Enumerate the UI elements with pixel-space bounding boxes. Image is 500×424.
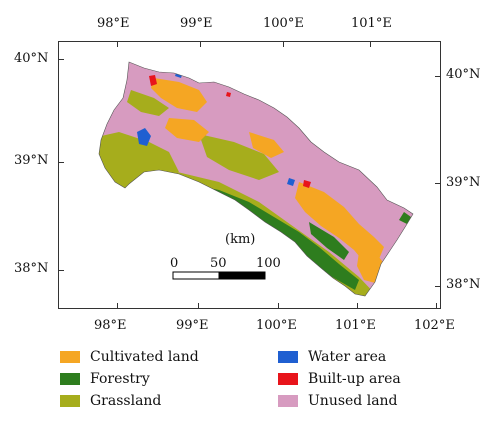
scale-unit: (km) xyxy=(225,232,255,247)
legend-label-builtup: Built-up area xyxy=(308,371,401,387)
right-lat-label-39: 39°N xyxy=(446,175,481,190)
zone-builtup-1 xyxy=(149,75,157,86)
zone-builtup-2 xyxy=(303,180,311,188)
bottom-tick-99 xyxy=(198,303,199,308)
top-lon-label-100: 100°E xyxy=(263,16,304,31)
legend-label-grassland: Grassland xyxy=(90,393,162,409)
zone-forestry-east xyxy=(309,222,349,260)
top-lon-label-99: 99°E xyxy=(180,16,213,31)
left-lat-label-40: 40°N xyxy=(14,51,49,66)
legend-swatch-cultivated xyxy=(60,351,80,363)
legend-label-forestry: Forestry xyxy=(90,371,150,387)
legend-item-forestry: Forestry xyxy=(60,370,150,388)
zone-grassland-north xyxy=(127,90,169,116)
legend-item-builtup: Built-up area xyxy=(278,370,401,388)
scale-tick-0: 0 xyxy=(170,256,178,271)
zone-cultivated-east xyxy=(295,182,384,264)
bottom-lon-label-101: 101°E xyxy=(335,318,376,333)
top-tick-99 xyxy=(200,42,201,47)
zone-builtup-3 xyxy=(226,92,231,97)
scale-segment-white xyxy=(172,271,220,280)
scale-bar: (km) 0 50 100 xyxy=(170,232,281,280)
scale-tick-100: 100 xyxy=(256,256,281,271)
bottom-tick-101 xyxy=(357,303,358,308)
right-tick-40 xyxy=(435,76,440,77)
zone-grassland-west xyxy=(99,132,179,190)
scale-segment-black xyxy=(218,271,266,280)
legend-item-cultivated: Cultivated land xyxy=(60,348,199,366)
top-lon-label-98: 98°E xyxy=(97,16,130,31)
zone-cultivated-mid xyxy=(249,132,284,158)
legend-item-water: Water area xyxy=(278,348,386,366)
right-tick-39 xyxy=(435,183,440,184)
zone-water-west xyxy=(137,128,151,146)
legend-label-unused: Unused land xyxy=(308,393,398,409)
region-outline xyxy=(98,61,414,297)
legend-item-unused: Unused land xyxy=(278,392,398,410)
top-tick-100 xyxy=(283,42,284,47)
right-tick-38 xyxy=(435,286,440,287)
legend-label-water: Water area xyxy=(308,349,387,365)
scale-tick-50: 50 xyxy=(210,256,227,271)
bottom-lon-label-102: 102°E xyxy=(414,318,455,333)
bottom-lon-label-100: 100°E xyxy=(256,318,297,333)
bottom-tick-98 xyxy=(117,303,118,308)
left-tick-39 xyxy=(59,162,64,163)
left-tick-38 xyxy=(59,270,64,271)
top-lon-label-101: 101°E xyxy=(351,16,392,31)
land-use-map: (km) 0 50 100 xyxy=(98,61,414,297)
top-tick-101 xyxy=(370,42,371,47)
bottom-lon-label-99: 99°E xyxy=(176,318,209,333)
right-lat-label-38: 38°N xyxy=(446,277,481,292)
right-lat-label-40: 40°N xyxy=(446,67,481,82)
bottom-lon-label-98: 98°E xyxy=(94,318,127,333)
bottom-tick-102 xyxy=(436,303,437,308)
map-legend: Cultivated land Forestry Grassland Water… xyxy=(60,348,480,418)
left-lat-label-38: 38°N xyxy=(14,261,49,276)
zone-forestry-patch xyxy=(399,212,411,224)
bottom-tick-100 xyxy=(278,303,279,308)
legend-swatch-builtup xyxy=(278,373,298,385)
zone-cultivated-north xyxy=(151,78,207,112)
map-frame: (km) 0 50 100 xyxy=(58,41,441,309)
legend-swatch-unused xyxy=(278,395,298,407)
legend-swatch-water xyxy=(278,351,298,363)
top-tick-98 xyxy=(117,42,118,47)
legend-swatch-forestry xyxy=(60,373,80,385)
zone-water-east xyxy=(287,178,295,186)
left-tick-40 xyxy=(59,59,64,60)
left-lat-label-39: 39°N xyxy=(14,153,49,168)
zone-grassland-mid xyxy=(199,134,279,180)
zone-cultivated-central xyxy=(165,118,209,142)
legend-label-cultivated: Cultivated land xyxy=(90,349,199,365)
legend-item-grassland: Grassland xyxy=(60,392,161,410)
legend-swatch-grassland xyxy=(60,395,80,407)
